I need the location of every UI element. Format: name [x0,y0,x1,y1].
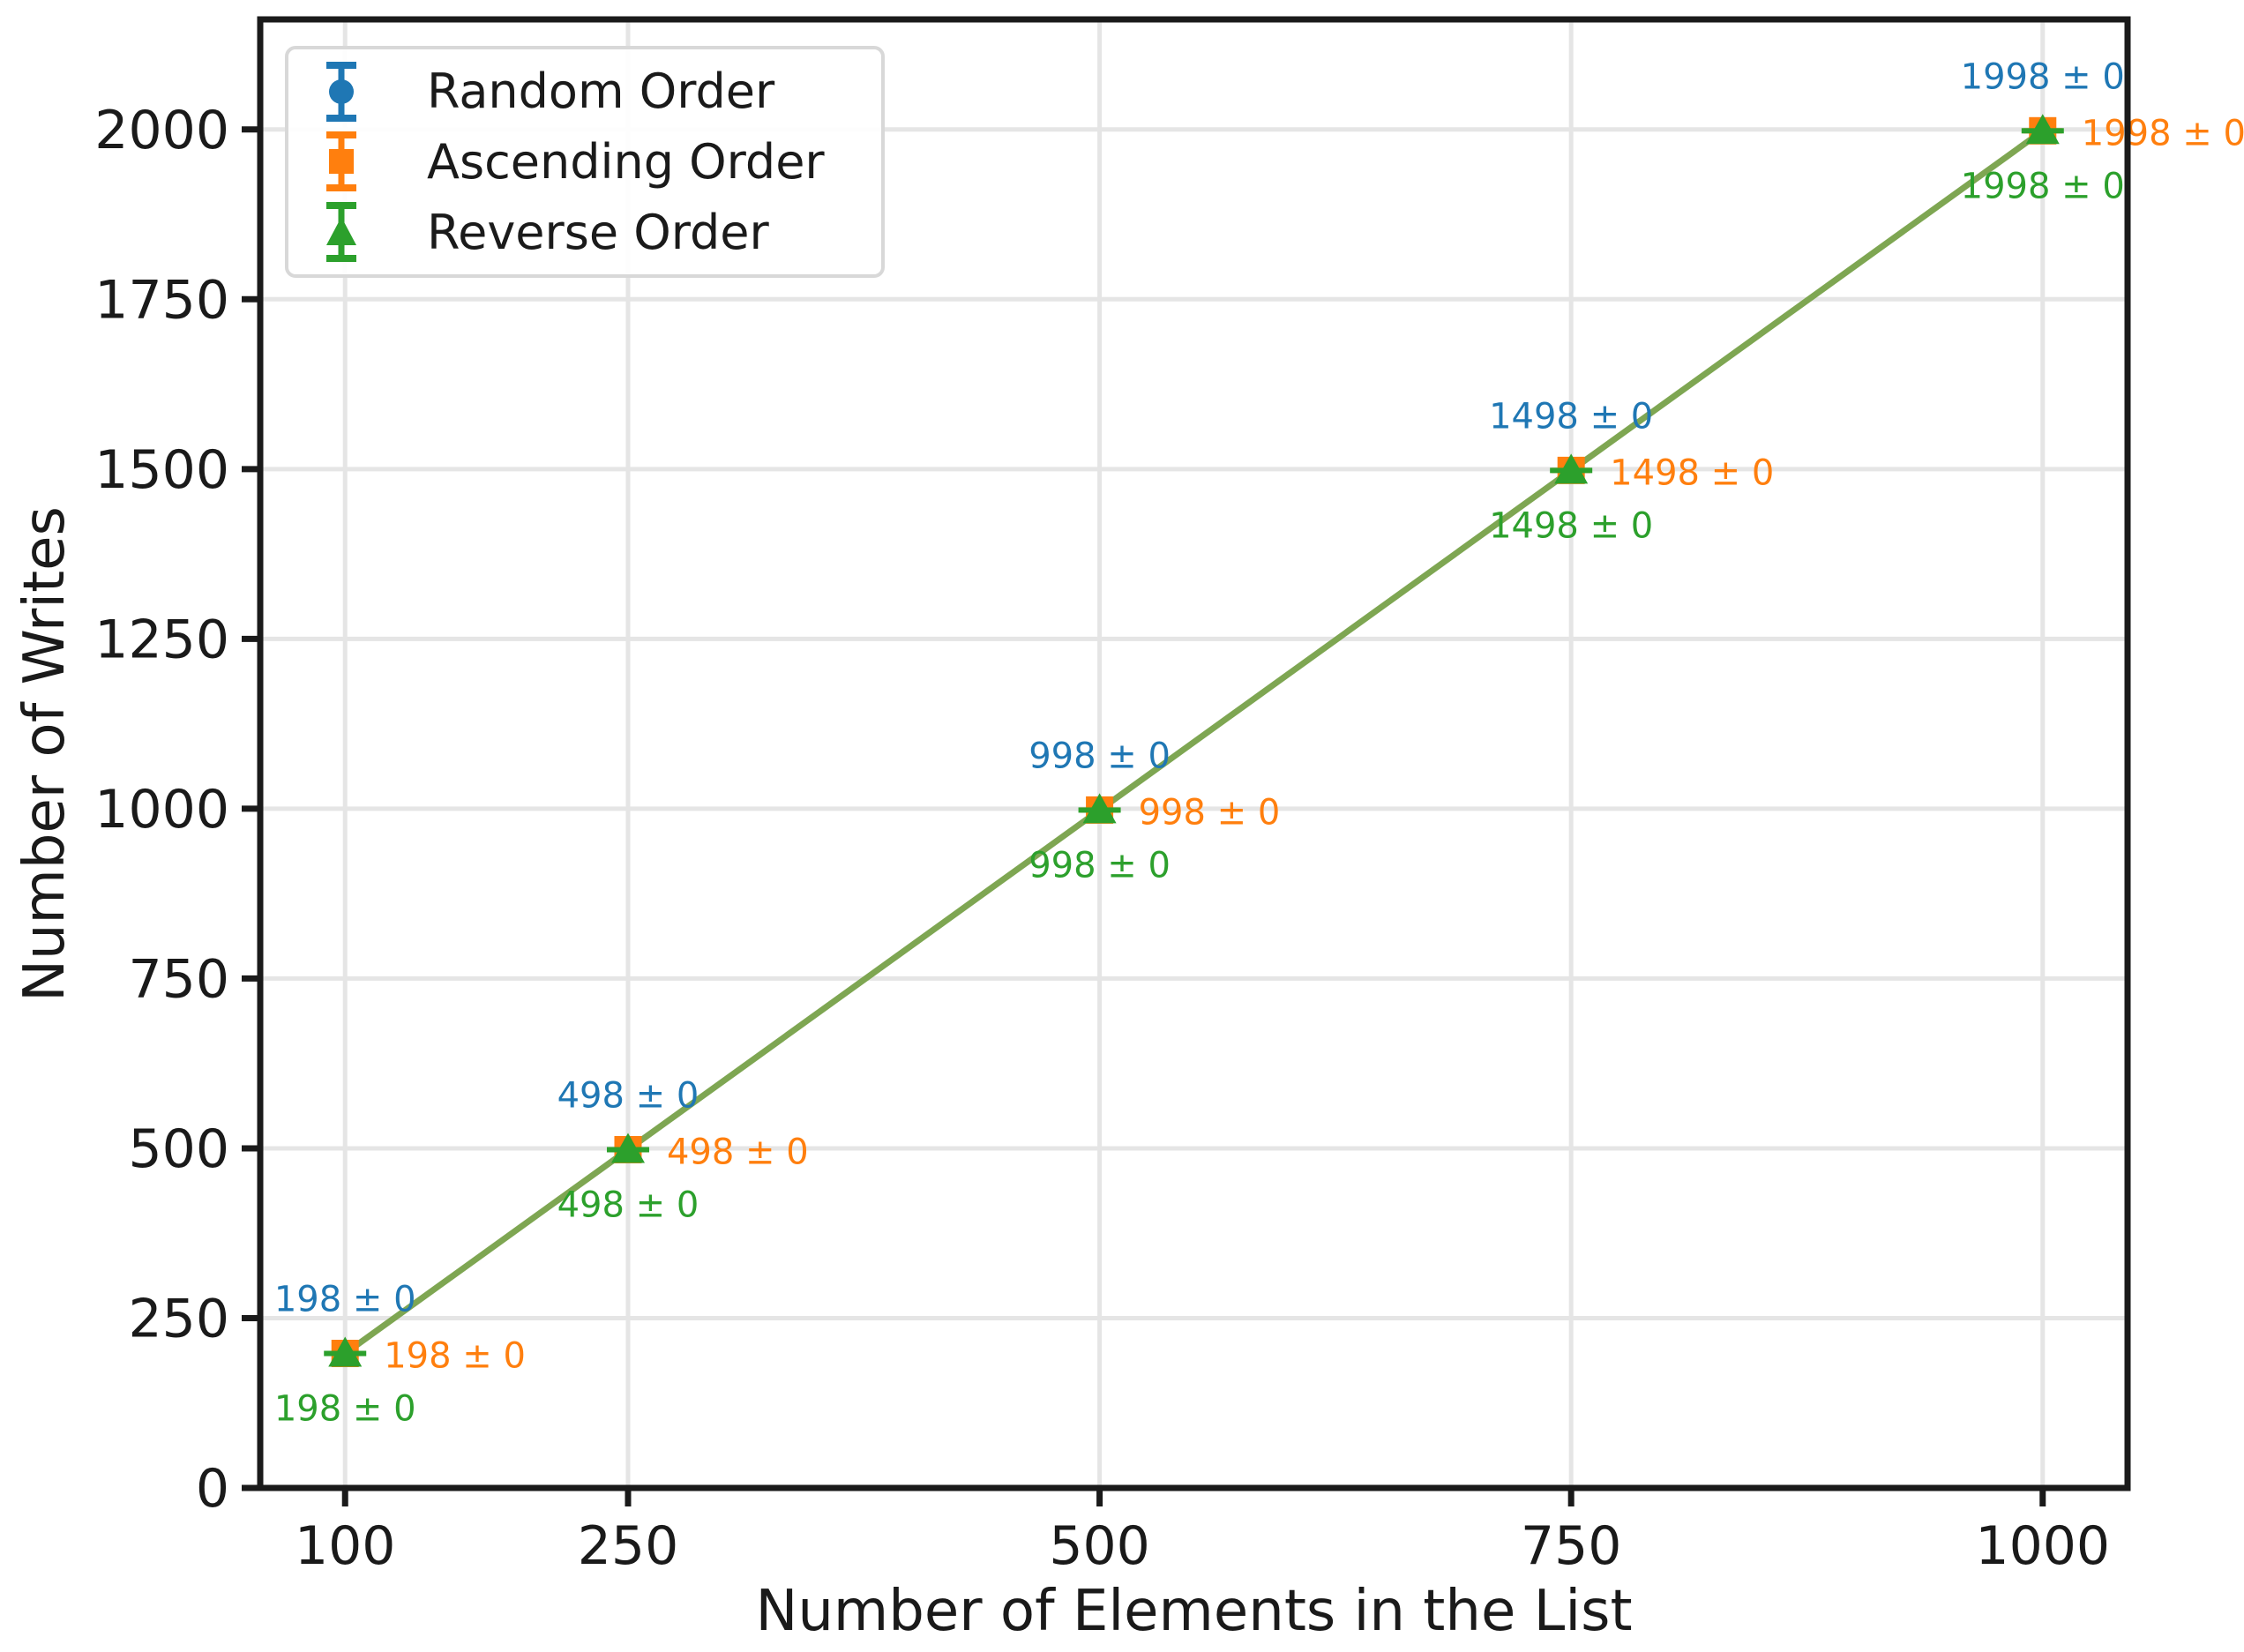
errorbar-circle-icon [326,61,356,122]
legend-item-reverse-order: Reverse Order [288,198,881,266]
y-tick-label: 1750 [94,269,229,331]
marker-triangle [328,1336,363,1367]
annotation-label: 498 ± 0 [667,1132,809,1172]
annotation-label: 1998 ± 0 [1961,56,2125,97]
annotation-label: 998 ± 0 [1139,792,1281,833]
legend: Random Order Ascending Order Reverse Ord… [285,46,885,278]
marker-triangle [1554,453,1589,484]
annotation-label: 498 ± 0 [557,1075,699,1116]
x-tick-label: 100 [295,1515,396,1577]
y-tick-label: 250 [128,1288,229,1349]
annotation-label: 1498 ± 0 [1489,396,1653,437]
y-tick-label: 2000 [94,100,229,161]
series-line [343,128,2045,1357]
plot-frame [257,16,2131,1491]
marker-triangle [610,1132,645,1163]
annotation-label: 1998 ± 0 [2082,113,2244,153]
marker-triangle [2025,114,2060,145]
annotation-label: 198 ± 0 [274,1280,416,1320]
errorbar-triangle-icon [326,202,356,263]
annotation-label: 998 ± 0 [1028,736,1171,776]
x-axis-label: Number of Elements in the List [755,1579,1633,1644]
legend-item-random-order: Random Order [288,57,881,126]
legend-label: Ascending Order [427,133,825,190]
tick-labels: 100 250 500 750 1000 0 250 500 750 1000 1250 1500 17… [94,100,2110,1577]
marker-triangle [1082,793,1117,824]
y-tick-label: 1000 [94,779,229,841]
annotation-label: 198 ± 0 [274,1389,416,1430]
legend-label: Reverse Order [427,204,769,260]
annotation-label: 198 ± 0 [384,1336,526,1377]
y-tick-label: 500 [128,1118,229,1180]
y-tick-label: 1500 [94,439,229,501]
errorbar-square-icon [326,131,356,192]
point-annotations: 198 ± 0 498 ± 0 998 ± 0 1498 ± 0 1998 ± 0 198… [274,56,2244,1429]
data-point-markers [324,114,2064,1368]
annotation-label: 1998 ± 0 [1961,166,2125,206]
x-tick-label: 1000 [1975,1515,2110,1577]
x-tick-label: 500 [1049,1515,1150,1577]
annotation-label: 1498 ± 0 [1489,505,1653,546]
legend-item-ascending-order: Ascending Order [288,127,881,196]
x-tick-label: 250 [578,1515,679,1577]
x-tick-label: 750 [1521,1515,1622,1577]
y-axis-label-text: Number of Writes [12,506,78,1002]
annotation-label: 998 ± 0 [1028,845,1171,886]
legend-label: Random Order [427,64,775,120]
y-tick-label: 0 [196,1458,229,1520]
annotation-label: 498 ± 0 [557,1185,699,1225]
y-tick-label: 1250 [94,609,229,670]
annotation-label: 1498 ± 0 [1610,452,1774,493]
y-tick-label: 750 [128,948,229,1010]
